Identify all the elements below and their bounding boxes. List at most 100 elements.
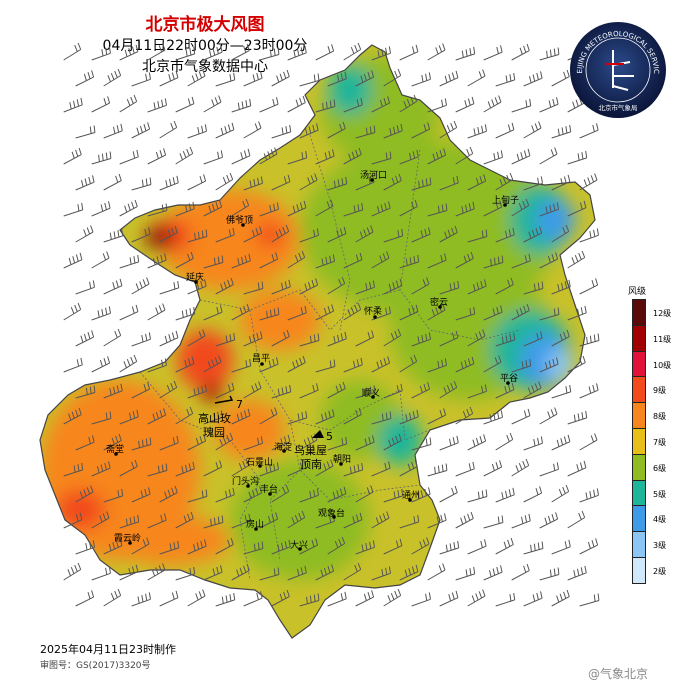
wind-barb xyxy=(203,95,222,113)
wind-barb xyxy=(259,512,279,529)
wind-barb xyxy=(411,382,431,399)
wind-barb xyxy=(287,355,306,373)
wind-barb xyxy=(119,514,140,529)
label-gaoshan-1: 高山玫 xyxy=(198,411,231,425)
wind-barb xyxy=(287,95,306,113)
wind-barb xyxy=(343,462,364,477)
wind-barb xyxy=(567,510,586,529)
wind-barb xyxy=(551,484,570,503)
wind-barb xyxy=(259,357,279,373)
wind-barb xyxy=(271,484,290,503)
wind-barb xyxy=(579,123,599,139)
wind-barb xyxy=(231,458,250,477)
wind-barb xyxy=(539,407,558,425)
wind-barb xyxy=(131,227,151,243)
wind-barb xyxy=(427,98,447,113)
wind-barb xyxy=(231,198,250,217)
wind-barb xyxy=(131,332,151,347)
wind-barb xyxy=(355,485,374,503)
wind-barb xyxy=(355,385,376,399)
wind-barb xyxy=(103,68,122,87)
label-pinggu: 平谷 xyxy=(500,373,518,384)
wind-barb xyxy=(159,380,178,399)
wind-barb xyxy=(259,147,278,165)
legend-level: 12级 xyxy=(632,299,671,326)
wind-barb xyxy=(539,462,559,477)
wind-barb xyxy=(523,436,543,451)
wind-barb xyxy=(427,358,447,373)
wind-barb xyxy=(567,460,587,477)
legend-level: 3级 xyxy=(632,531,666,558)
wind-barb xyxy=(383,278,403,295)
wind-barb xyxy=(523,381,542,399)
wind-barb xyxy=(439,280,460,295)
wind-barb xyxy=(439,330,459,347)
wind-barb xyxy=(287,565,307,581)
wind-barb xyxy=(203,355,222,373)
wind-barb xyxy=(159,485,178,503)
wind-barb xyxy=(231,408,251,425)
wind-barb xyxy=(119,354,138,373)
wind-barb xyxy=(467,384,487,399)
wind-barb xyxy=(343,42,362,61)
wind-barb xyxy=(467,279,487,295)
wind-barb xyxy=(371,251,390,269)
wind-barb xyxy=(551,384,572,399)
wind-barb xyxy=(439,175,459,191)
wind-barb xyxy=(511,408,531,425)
legend-level: 5级 xyxy=(632,479,666,507)
wind-barb xyxy=(231,253,251,269)
wind-barb xyxy=(175,356,195,373)
wind-barb xyxy=(75,125,96,139)
label-fengtai: 丰台 xyxy=(260,483,278,495)
wind-barb xyxy=(567,200,587,217)
wind-barb xyxy=(495,382,515,399)
wind-barb xyxy=(215,122,235,139)
wind-barb xyxy=(175,461,195,477)
wind-barb xyxy=(355,330,375,347)
issuer: 北京市气象数据中心 xyxy=(142,59,268,75)
wind-barb xyxy=(399,304,419,321)
wind-barb xyxy=(495,432,514,451)
wind-barb xyxy=(175,146,194,165)
wind-barbs xyxy=(63,42,600,607)
wind-barb xyxy=(203,45,223,61)
wind-barb xyxy=(315,409,335,425)
watermark: @气象北京 xyxy=(588,667,649,681)
label-guanxiangtai: 观象台 xyxy=(318,507,345,519)
wind-barb xyxy=(467,434,487,451)
wind-barb xyxy=(187,124,207,139)
peak-value-niaochao: 5 xyxy=(326,430,333,443)
wind-barb xyxy=(271,434,291,451)
wind-barb xyxy=(63,407,82,425)
wind-barb xyxy=(259,307,280,321)
wind-barb xyxy=(399,514,420,529)
wind-barb xyxy=(523,121,542,139)
wind-barb xyxy=(411,72,431,87)
wind-barb xyxy=(259,567,280,581)
wind-barb xyxy=(411,592,431,607)
wind-barb xyxy=(483,565,503,581)
wind-barb xyxy=(231,303,250,321)
wind-barb xyxy=(483,150,503,165)
label-fangshan: 房山 xyxy=(246,518,264,530)
wind-barb xyxy=(567,355,586,373)
wind-barb xyxy=(159,225,178,243)
wind-barb xyxy=(215,382,235,399)
wind-barb xyxy=(63,202,84,217)
wind-barb xyxy=(523,331,543,347)
wind-barb xyxy=(299,488,319,503)
wind-barb xyxy=(243,331,263,347)
wind-barb xyxy=(383,328,402,347)
wind-barb xyxy=(399,564,419,581)
wind-barb xyxy=(75,540,95,555)
label-niaochao-2: 顶南 xyxy=(300,458,322,471)
wind-barb xyxy=(215,172,234,191)
wind-barb xyxy=(299,123,319,139)
wind-barb xyxy=(579,278,599,295)
wind-barb xyxy=(495,537,514,555)
wind-barb xyxy=(299,383,319,399)
wind-barb xyxy=(495,592,516,607)
wind-barb xyxy=(147,203,168,217)
wind-barb xyxy=(203,255,224,269)
